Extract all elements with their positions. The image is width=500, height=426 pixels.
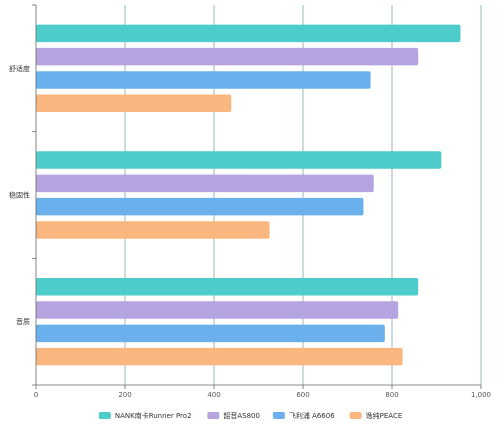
bar <box>36 174 374 193</box>
legend-item: 飞利浦 A6606 <box>272 411 335 420</box>
bar <box>36 197 364 216</box>
bar <box>36 347 403 366</box>
bar <box>36 71 371 89</box>
bar <box>36 301 399 319</box>
category-label: 稳固性 <box>9 191 30 200</box>
legend-item: 韶音AS800 <box>207 411 260 420</box>
bar <box>36 47 419 66</box>
legend-swatch <box>349 412 362 419</box>
bar <box>36 24 461 43</box>
bar <box>36 94 232 113</box>
x-tick-label: 0 <box>34 391 38 399</box>
legend-swatch <box>98 412 111 419</box>
legend-item: NANK南卡Runner Pro2 <box>98 411 192 420</box>
axes <box>32 4 482 389</box>
x-tick-label: 200 <box>118 391 131 399</box>
legend-swatch <box>207 412 220 419</box>
x-tick-label: 1,000 <box>471 391 491 399</box>
x-tick-label: 400 <box>207 391 220 399</box>
legend: NANK南卡Runner Pro2 韶音AS800 飞利浦 A6606 逸纯PEACE <box>98 411 403 420</box>
legend-label: 韶音AS800 <box>223 411 260 420</box>
gridlines <box>124 5 482 385</box>
category-label: 音质 <box>16 317 30 326</box>
legend-label: NANK南卡Runner Pro2 <box>115 411 192 420</box>
bar <box>36 151 442 169</box>
legend-label: 飞利浦 A6606 <box>289 411 335 420</box>
legend-item: 逸纯PEACE <box>349 411 403 420</box>
x-tick-labels: 0 200 400 600 800 1,000 <box>34 391 491 399</box>
bar <box>36 277 419 296</box>
category-label: 舒适度 <box>9 64 30 73</box>
x-tick-label: 600 <box>296 391 309 399</box>
legend-label: 逸纯PEACE <box>366 411 403 420</box>
legend-swatch <box>272 412 285 419</box>
bars <box>36 24 461 366</box>
bar <box>36 221 270 239</box>
bar <box>36 324 385 343</box>
x-tick-label: 800 <box>385 391 398 399</box>
